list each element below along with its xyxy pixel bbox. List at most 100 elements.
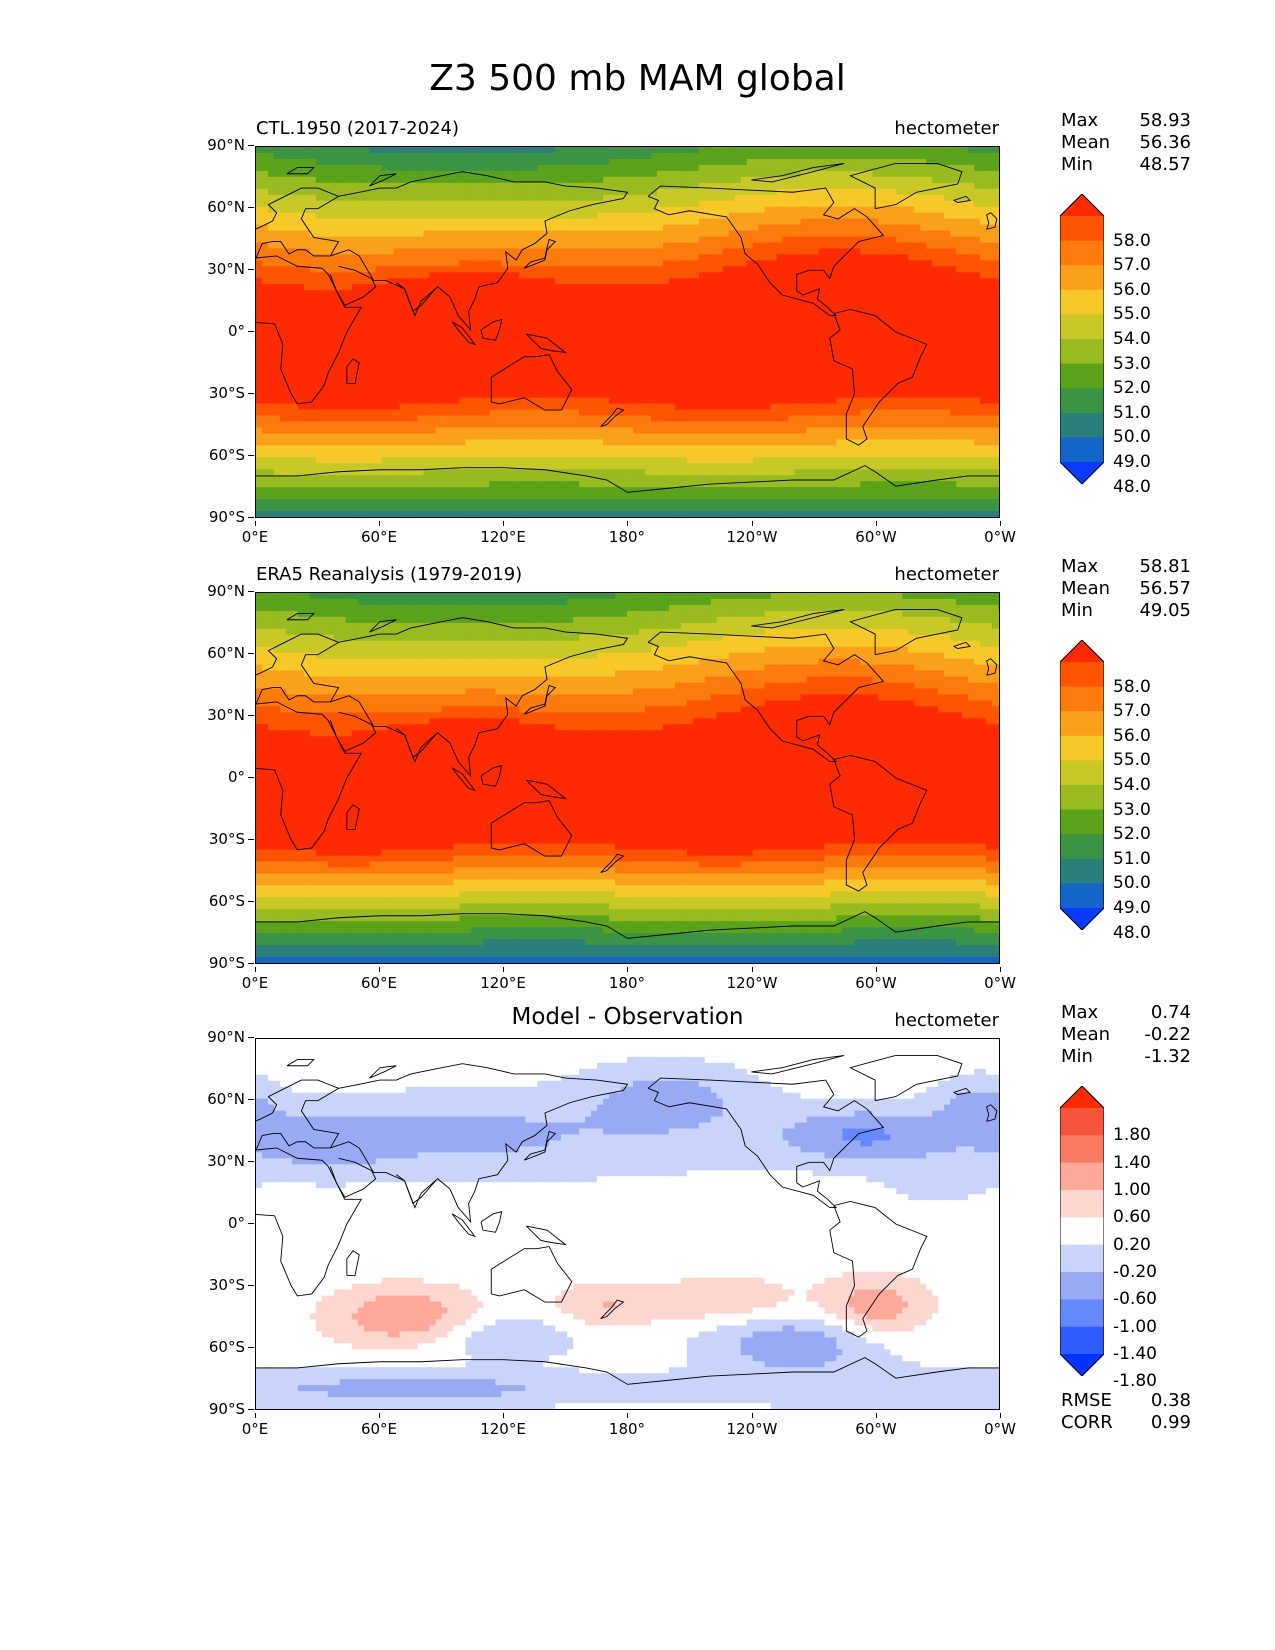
y-tick-label: 30°N bbox=[185, 706, 254, 724]
colorbar-tick-label: 1.40 bbox=[1113, 1153, 1151, 1173]
x-tick-label: 0°E bbox=[220, 521, 290, 546]
x-tick-label: 120°W bbox=[717, 521, 787, 546]
colorbar-extend-min bbox=[1060, 462, 1104, 484]
stat-value: 48.57 bbox=[1139, 154, 1191, 176]
colorbar-extend-max bbox=[1060, 640, 1104, 662]
colorbar-segment bbox=[1060, 314, 1104, 340]
stat-value: 58.93 bbox=[1139, 110, 1191, 132]
y-tick-label: 60°S bbox=[185, 446, 254, 464]
y-tick-label: 30°S bbox=[185, 384, 254, 402]
stat-value: 49.05 bbox=[1139, 600, 1191, 622]
x-tick-label: 180° bbox=[592, 1413, 662, 1438]
colorbar-tick-label: 58.0 bbox=[1113, 677, 1151, 697]
contour-field bbox=[256, 147, 999, 517]
colorbar-tick-label: 51.0 bbox=[1113, 849, 1151, 869]
colorbar-tick-label: -1.00 bbox=[1113, 1317, 1157, 1337]
map-panel: ERA5 Reanalysis (1979-2019) hectometer 90°… bbox=[0, 556, 1275, 1046]
stat-row: Max 58.93 bbox=[1061, 110, 1191, 132]
stat-value: -1.32 bbox=[1144, 1046, 1191, 1068]
stat-name: Mean bbox=[1061, 132, 1110, 154]
colorbar-tick-label: -0.60 bbox=[1113, 1289, 1157, 1309]
stat-name: Min bbox=[1061, 1046, 1093, 1068]
stat-name: Max bbox=[1061, 556, 1098, 578]
skill-scores: RMSE 0.38 CORR 0.99 bbox=[1061, 1390, 1191, 1434]
colorbar-extend-max bbox=[1060, 194, 1104, 216]
colorbar-tick-label: 0.60 bbox=[1113, 1207, 1151, 1227]
y-tick-label: 0° bbox=[185, 1214, 254, 1232]
unit-label: hectometer bbox=[894, 564, 999, 585]
colorbar-segment bbox=[1060, 437, 1104, 463]
map-plot bbox=[255, 1038, 1000, 1410]
colorbar-tick-label: 48.0 bbox=[1113, 923, 1151, 943]
colorbar-extend-min bbox=[1060, 908, 1104, 930]
stat-name: Mean bbox=[1061, 1024, 1110, 1046]
y-tick-label: 30°N bbox=[185, 260, 254, 278]
y-tick-label: 0° bbox=[185, 768, 254, 786]
x-tick-label: 60°W bbox=[841, 521, 911, 546]
coastlines bbox=[256, 1054, 999, 1385]
y-tick-label: 60°S bbox=[185, 892, 254, 910]
stat-row: Min 48.57 bbox=[1061, 154, 1191, 176]
y-tick-label: 30°S bbox=[185, 830, 254, 848]
map-panel: CTL.1950 (2017-2024) hectometer 90°N 60°N 30… bbox=[0, 110, 1275, 600]
y-tick-label: 60°N bbox=[185, 644, 254, 662]
colorbar-segment bbox=[1060, 1108, 1104, 1136]
stat-name: Mean bbox=[1061, 578, 1110, 600]
colorbar-tick-label: 50.0 bbox=[1113, 427, 1151, 447]
x-tick-label: 60°W bbox=[841, 967, 911, 992]
colorbar-tick-label: 57.0 bbox=[1113, 255, 1151, 275]
colorbar-tick-label: 1.00 bbox=[1113, 1180, 1151, 1200]
colorbar-tick-label: 1.80 bbox=[1113, 1125, 1151, 1145]
y-tick-label: 90°N bbox=[185, 136, 254, 154]
unit-label: hectometer bbox=[894, 118, 999, 139]
summary-stats: Max 0.74 Mean -0.22 Min -1.32 bbox=[1061, 1002, 1191, 1068]
x-tick-label: 60°W bbox=[841, 1413, 911, 1438]
colorbar-tick-label: 58.0 bbox=[1113, 231, 1151, 251]
stat-value: 0.74 bbox=[1151, 1002, 1191, 1024]
colorbar-segment bbox=[1060, 1299, 1104, 1328]
y-tick-label: 90°N bbox=[185, 1028, 254, 1046]
colorbar-segment bbox=[1060, 363, 1104, 389]
x-tick-label: 0°E bbox=[220, 967, 290, 992]
stat-row: Mean 56.36 bbox=[1061, 132, 1191, 154]
stat-value: 56.36 bbox=[1139, 132, 1191, 154]
x-tick-label: 120°E bbox=[468, 967, 538, 992]
colorbar-extend-max bbox=[1060, 1086, 1104, 1108]
x-tick-label: 120°W bbox=[717, 1413, 787, 1438]
contour-field bbox=[256, 1039, 999, 1409]
stat-row: Min -1.32 bbox=[1061, 1046, 1191, 1068]
colorbar-segment bbox=[1060, 339, 1104, 365]
colorbar-tick-label: 0.20 bbox=[1113, 1235, 1151, 1255]
colorbar bbox=[1060, 640, 1104, 930]
colorbar-segment bbox=[1060, 1272, 1104, 1300]
colorbar-segment bbox=[1060, 858, 1104, 884]
x-tick-label: 60°E bbox=[344, 967, 414, 992]
colorbar-tick-label: -0.20 bbox=[1113, 1262, 1157, 1282]
stat-name: Min bbox=[1061, 154, 1093, 176]
colorbar-extend-min bbox=[1060, 1354, 1104, 1376]
score-value: 0.99 bbox=[1151, 1412, 1191, 1434]
colorbar-segment bbox=[1060, 834, 1104, 860]
colorbar-tick-label: 54.0 bbox=[1113, 329, 1151, 349]
colorbar-segment bbox=[1060, 1190, 1104, 1218]
colorbar-segment bbox=[1060, 686, 1104, 712]
x-tick-label: 180° bbox=[592, 967, 662, 992]
map-plot bbox=[255, 146, 1000, 518]
coastlines bbox=[256, 608, 999, 939]
colorbar-tick-label: 53.0 bbox=[1113, 800, 1151, 820]
colorbar-tick-label: 55.0 bbox=[1113, 750, 1151, 770]
stat-name: Min bbox=[1061, 600, 1093, 622]
colorbar-tick-label: 52.0 bbox=[1113, 824, 1151, 844]
x-tick-label: 60°E bbox=[344, 1413, 414, 1438]
x-tick-label: 0°W bbox=[965, 521, 1035, 546]
stat-row: Min 49.05 bbox=[1061, 600, 1191, 622]
stat-row: Mean -0.22 bbox=[1061, 1024, 1191, 1046]
y-tick-label: 90°S bbox=[185, 954, 254, 972]
colorbar-tick-label: 51.0 bbox=[1113, 403, 1151, 423]
x-tick-label: 120°W bbox=[717, 967, 787, 992]
colorbar-tick-label: 48.0 bbox=[1113, 477, 1151, 497]
coastlines bbox=[256, 162, 999, 493]
score-name: CORR bbox=[1061, 1412, 1113, 1434]
colorbar-segment bbox=[1060, 240, 1104, 266]
colorbar-segment bbox=[1060, 216, 1104, 242]
